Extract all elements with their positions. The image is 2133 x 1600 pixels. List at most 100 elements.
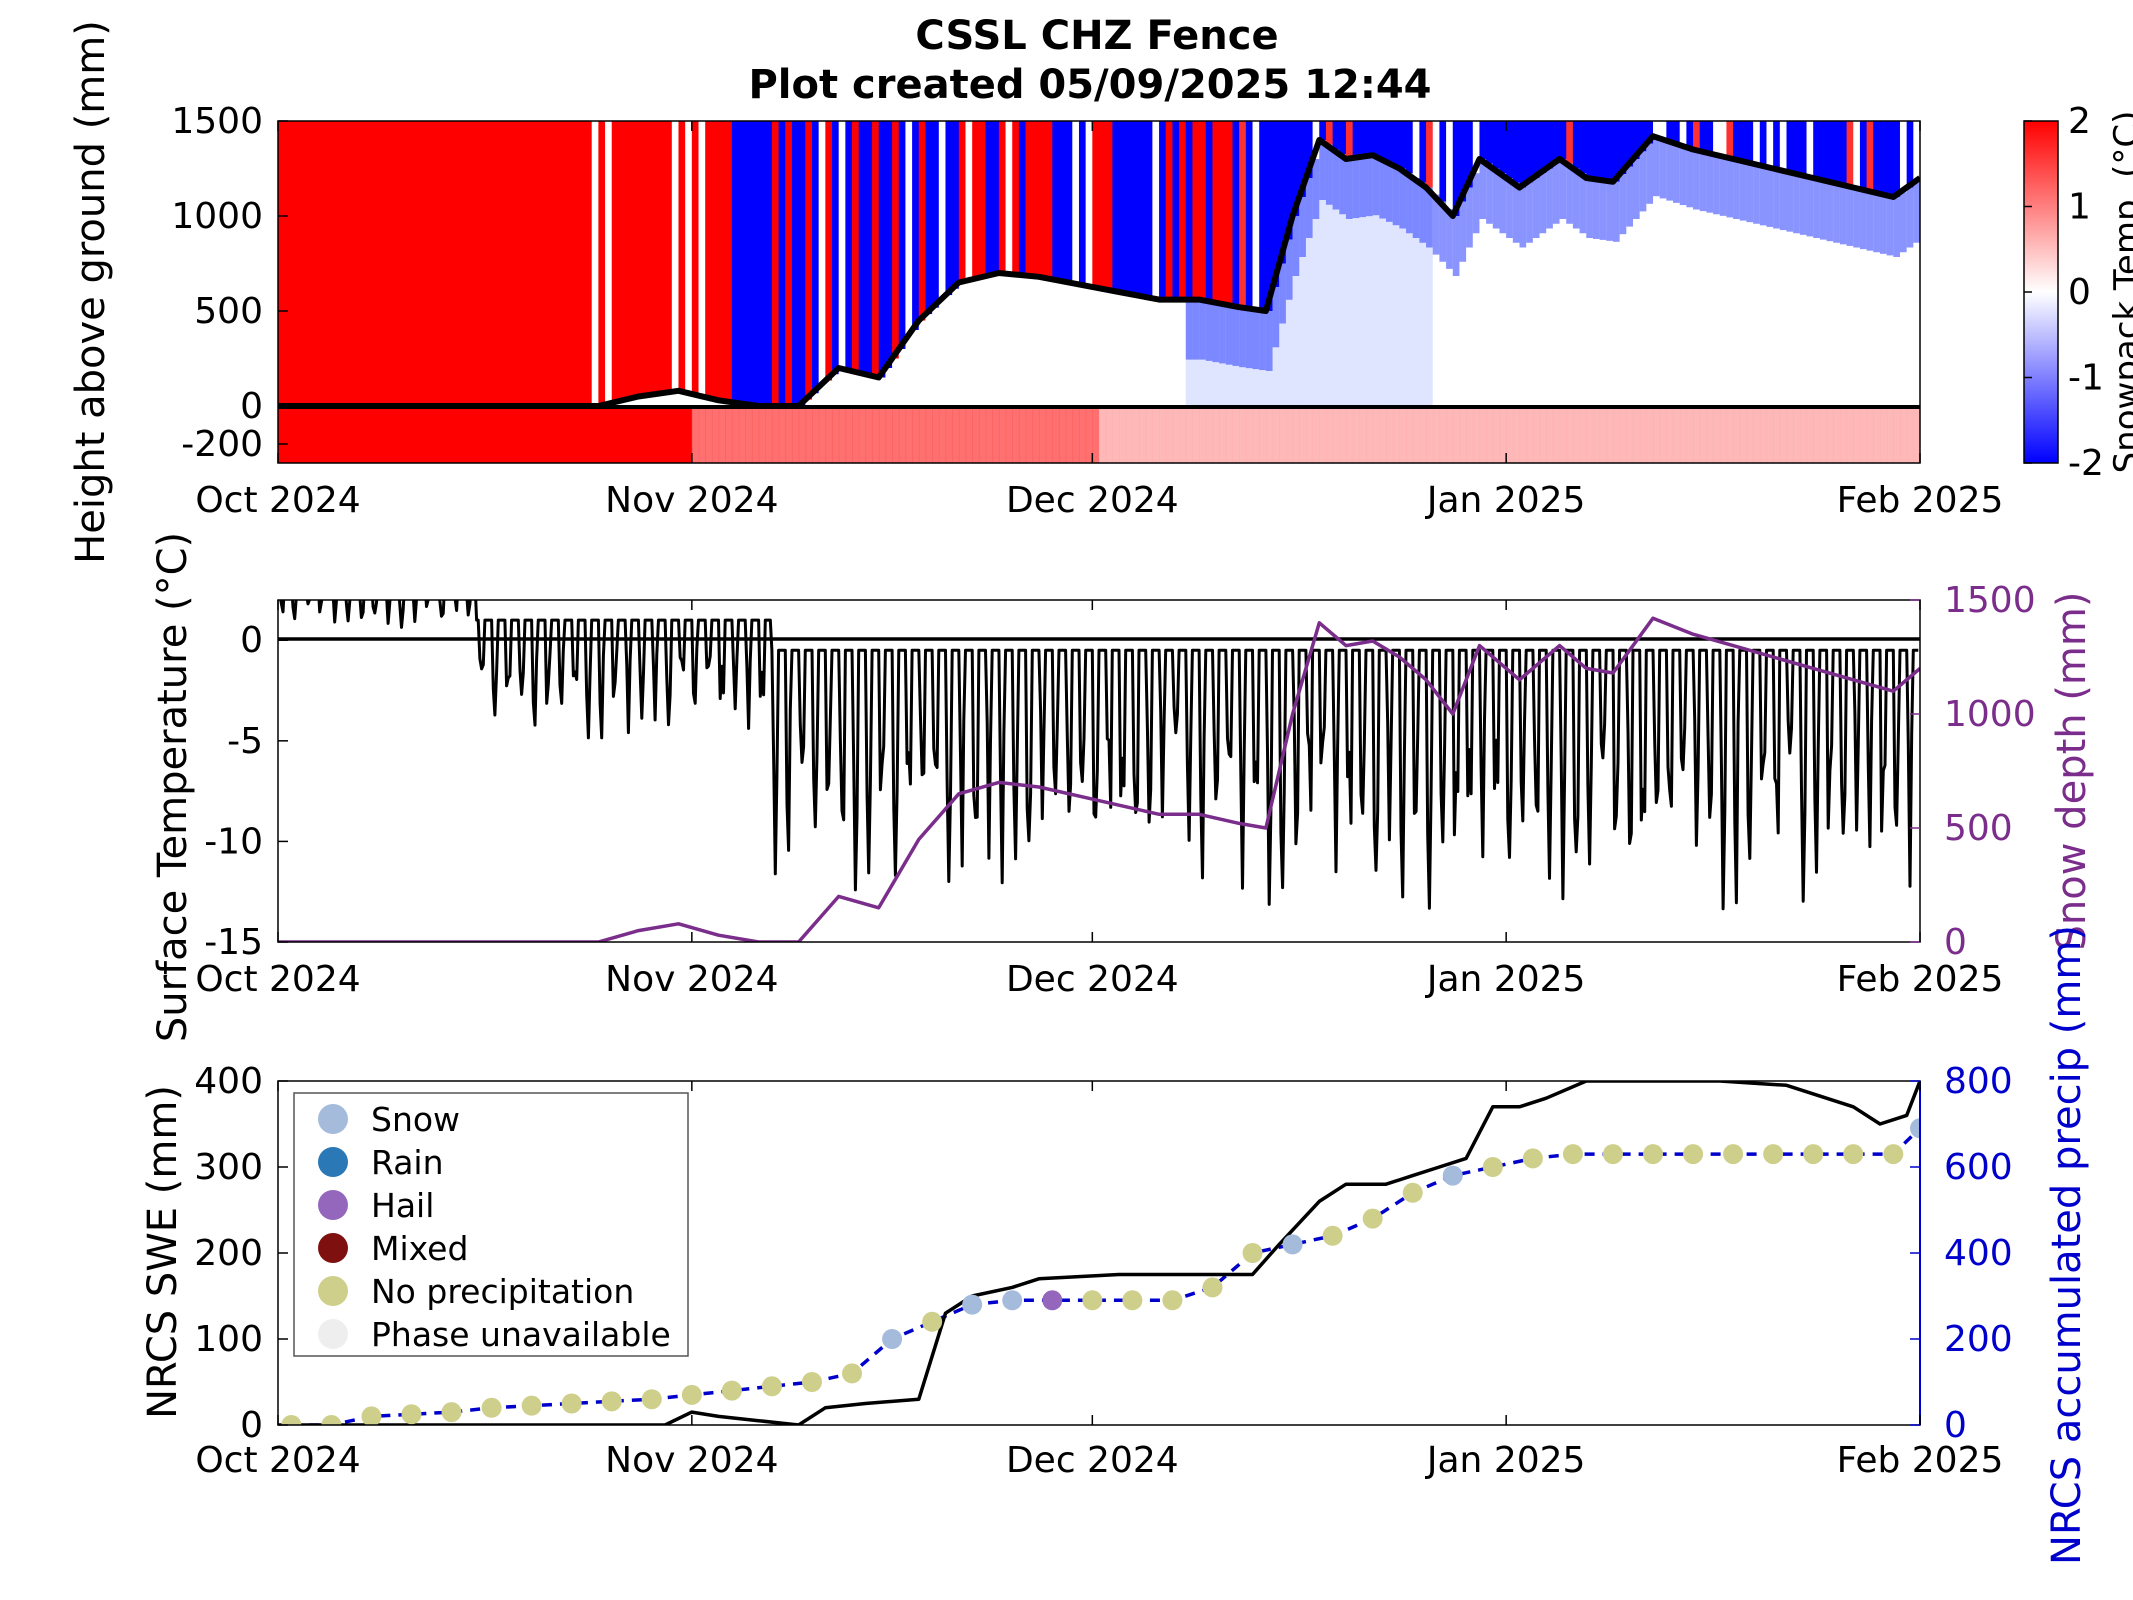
precip-point — [1683, 1144, 1704, 1165]
colorbar-ticks: 2 1 0 -1 -2 — [2024, 101, 2104, 484]
x-tick-label: Jan 2025 — [1425, 959, 1586, 1000]
precip-point — [1442, 1165, 1463, 1186]
y-tick-label: 500 — [194, 291, 263, 332]
precip-point — [962, 1294, 983, 1315]
y-tick-label: 200 — [194, 1233, 263, 1274]
precip-point — [1643, 1144, 1664, 1165]
x-tick-label: Oct 2024 — [195, 1440, 360, 1481]
y2-tick-label: 200 — [1944, 1319, 2013, 1360]
precip-point — [842, 1363, 863, 1384]
precip-point — [922, 1311, 943, 1332]
precip-point — [281, 1415, 302, 1425]
y-tick-label: -200 — [181, 424, 263, 465]
precip-point — [1122, 1290, 1143, 1311]
precip-point — [721, 1380, 742, 1401]
x-tick-label: Nov 2024 — [605, 480, 778, 521]
snow-depth-y-ticks: 1500 1000 500 0 — [1910, 580, 2036, 963]
legend-marker — [318, 1104, 348, 1134]
precip-y-label: NRCS accumulated precip (mm) — [2044, 925, 2090, 1565]
y2-tick-label: 1000 — [1944, 694, 2036, 735]
x-tick-label: Feb 2025 — [1837, 959, 2004, 1000]
x-tick-label: Jan 2025 — [1425, 480, 1586, 521]
precip-point — [1322, 1225, 1343, 1246]
precip-point — [1723, 1144, 1744, 1165]
swe-x-ticks: Oct 2024 Nov 2024 Dec 2024 Jan 2025 Feb 2025 — [195, 1081, 2003, 1481]
y-tick-label: 1500 — [171, 101, 263, 142]
legend: Snow Rain Hail Mixed No precipitation Phase u… — [293, 1092, 689, 1357]
y2-tick-label: 500 — [1944, 808, 2013, 849]
surface-temp-panel: 0 -5 -10 -15 1500 1000 500 0 Oct 2024 Nov 2024 D… — [150, 532, 2095, 1042]
precip-point — [641, 1389, 662, 1410]
y-tick-label: -5 — [227, 721, 263, 762]
precip-point — [1803, 1144, 1824, 1165]
precip-point — [561, 1393, 582, 1414]
snowpack-y-label: Height above ground (mm) — [68, 20, 114, 564]
chart-subtitle: Plot created 05/09/2025 12:44 — [748, 62, 1431, 108]
y-tick-label: 100 — [194, 1319, 263, 1360]
precip-point — [1482, 1157, 1503, 1177]
precip-point — [882, 1329, 903, 1349]
y-tick-label: 400 — [194, 1061, 263, 1102]
x-tick-label: Feb 2025 — [1837, 1440, 2004, 1481]
precip-point — [1843, 1144, 1864, 1165]
colorbar-tick-label: -1 — [2068, 358, 2104, 399]
precip-point — [401, 1404, 422, 1425]
colorbar-tick-label: -2 — [2068, 443, 2104, 484]
precip-point — [1162, 1290, 1183, 1311]
y-tick-label: -10 — [204, 821, 263, 862]
swe-y-ticks: 400 300 200 100 0 — [194, 1061, 288, 1446]
x-tick-label: Oct 2024 — [195, 959, 360, 1000]
legend-label: Mixed — [371, 1229, 468, 1268]
precip-point — [1082, 1290, 1103, 1311]
precip-point — [1242, 1243, 1263, 1263]
legend-box — [293, 1092, 689, 1357]
precip-point — [1602, 1144, 1623, 1165]
precip-point — [481, 1397, 502, 1418]
precip-point — [761, 1376, 782, 1397]
y-tick-label: 1000 — [171, 196, 263, 237]
y-tick-label: 0 — [240, 1405, 263, 1446]
legend-label: Rain — [371, 1143, 444, 1182]
x-tick-label: Feb 2025 — [1837, 480, 2004, 521]
colorbar-tick-label: 2 — [2068, 101, 2091, 142]
y2-tick-label: 1500 — [1944, 580, 2036, 621]
surface-temp-x-ticks: Oct 2024 Nov 2024 Dec 2024 Jan 2025 Feb 2025 — [195, 600, 2003, 1000]
x-tick-label: Nov 2024 — [605, 1440, 778, 1481]
legend-marker — [318, 1147, 348, 1177]
snowpack-axes — [277, 120, 1921, 464]
precip-point — [1522, 1148, 1543, 1169]
colorbar-tick-label: 1 — [2068, 187, 2091, 228]
legend-marker — [318, 1233, 348, 1263]
y-tick-label: 0 — [240, 386, 263, 427]
legend-marker — [318, 1319, 348, 1349]
precip-point — [1562, 1144, 1583, 1165]
legend-label: Snow — [371, 1100, 460, 1139]
y-tick-label: -15 — [204, 922, 263, 963]
chart-title: CSSL CHZ Fence — [915, 13, 1278, 59]
precip-point — [1910, 1118, 1920, 1139]
x-tick-label: Oct 2024 — [195, 480, 360, 521]
colorbar-tick-label: 0 — [2068, 272, 2091, 313]
y-tick-label: 0 — [240, 620, 263, 661]
precip-point — [521, 1395, 542, 1416]
surface-temp-line — [279, 600, 1919, 911]
x-tick-label: Jan 2025 — [1425, 1440, 1586, 1481]
y2-tick-label: 600 — [1944, 1147, 2013, 1188]
legend-marker — [318, 1190, 348, 1220]
swe-y-label: NRCS SWE (mm) — [140, 1085, 186, 1419]
precip-point — [681, 1384, 702, 1405]
precip-point — [1282, 1234, 1303, 1255]
snowpack-heatmap — [278, 121, 1920, 463]
surface-temp-axes — [277, 599, 1921, 943]
precip-point — [1202, 1277, 1223, 1298]
precip-point — [1042, 1290, 1063, 1311]
snow-depth-line-2 — [278, 616, 1920, 942]
x-tick-label: Dec 2024 — [1006, 1440, 1179, 1481]
swe-line — [278, 1081, 1920, 1425]
precip-phase-points — [281, 1118, 1920, 1425]
y-tick-label: 300 — [194, 1147, 263, 1188]
legend-marker — [318, 1276, 348, 1306]
precip-point — [1362, 1208, 1383, 1229]
